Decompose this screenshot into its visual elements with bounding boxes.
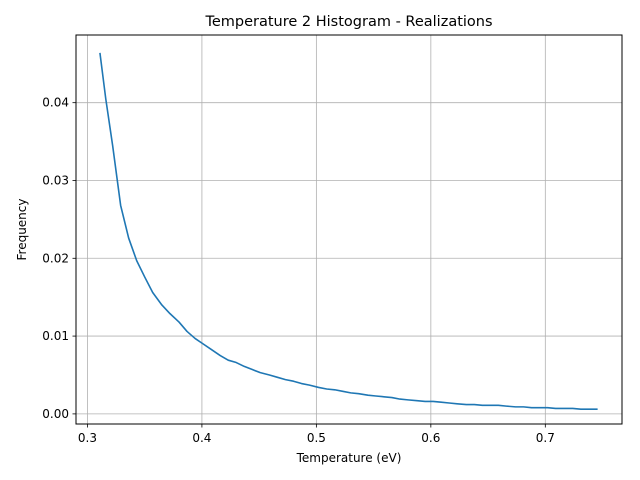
chart-title: Temperature 2 Histogram - Realizations: [204, 14, 492, 30]
y-axis: 0.00 0.01 0.02 0.03 0.04: [42, 96, 76, 421]
y-tick-label: 0.00: [42, 407, 69, 421]
y-tick-label: 0.03: [42, 173, 69, 187]
plot-area: [76, 35, 622, 424]
x-tick-label: 0.3: [78, 431, 97, 445]
y-tick-label: 0.04: [42, 96, 69, 110]
y-tick-label: 0.01: [42, 329, 69, 343]
y-tick-label: 0.02: [42, 251, 69, 265]
x-axis-label: Temperature (eV): [296, 451, 402, 465]
x-tick-label: 0.7: [536, 431, 555, 445]
x-tick-label: 0.6: [421, 431, 440, 445]
y-axis-label: Frequency: [15, 199, 29, 261]
x-tick-label: 0.5: [307, 431, 326, 445]
x-axis: 0.3 0.4 0.5 0.6 0.7: [78, 424, 555, 445]
series-line: [99, 52, 598, 411]
plot-frame: [75, 34, 623, 425]
series-group: [99, 52, 598, 411]
x-tick-label: 0.4: [192, 431, 211, 445]
grid: [76, 35, 622, 424]
